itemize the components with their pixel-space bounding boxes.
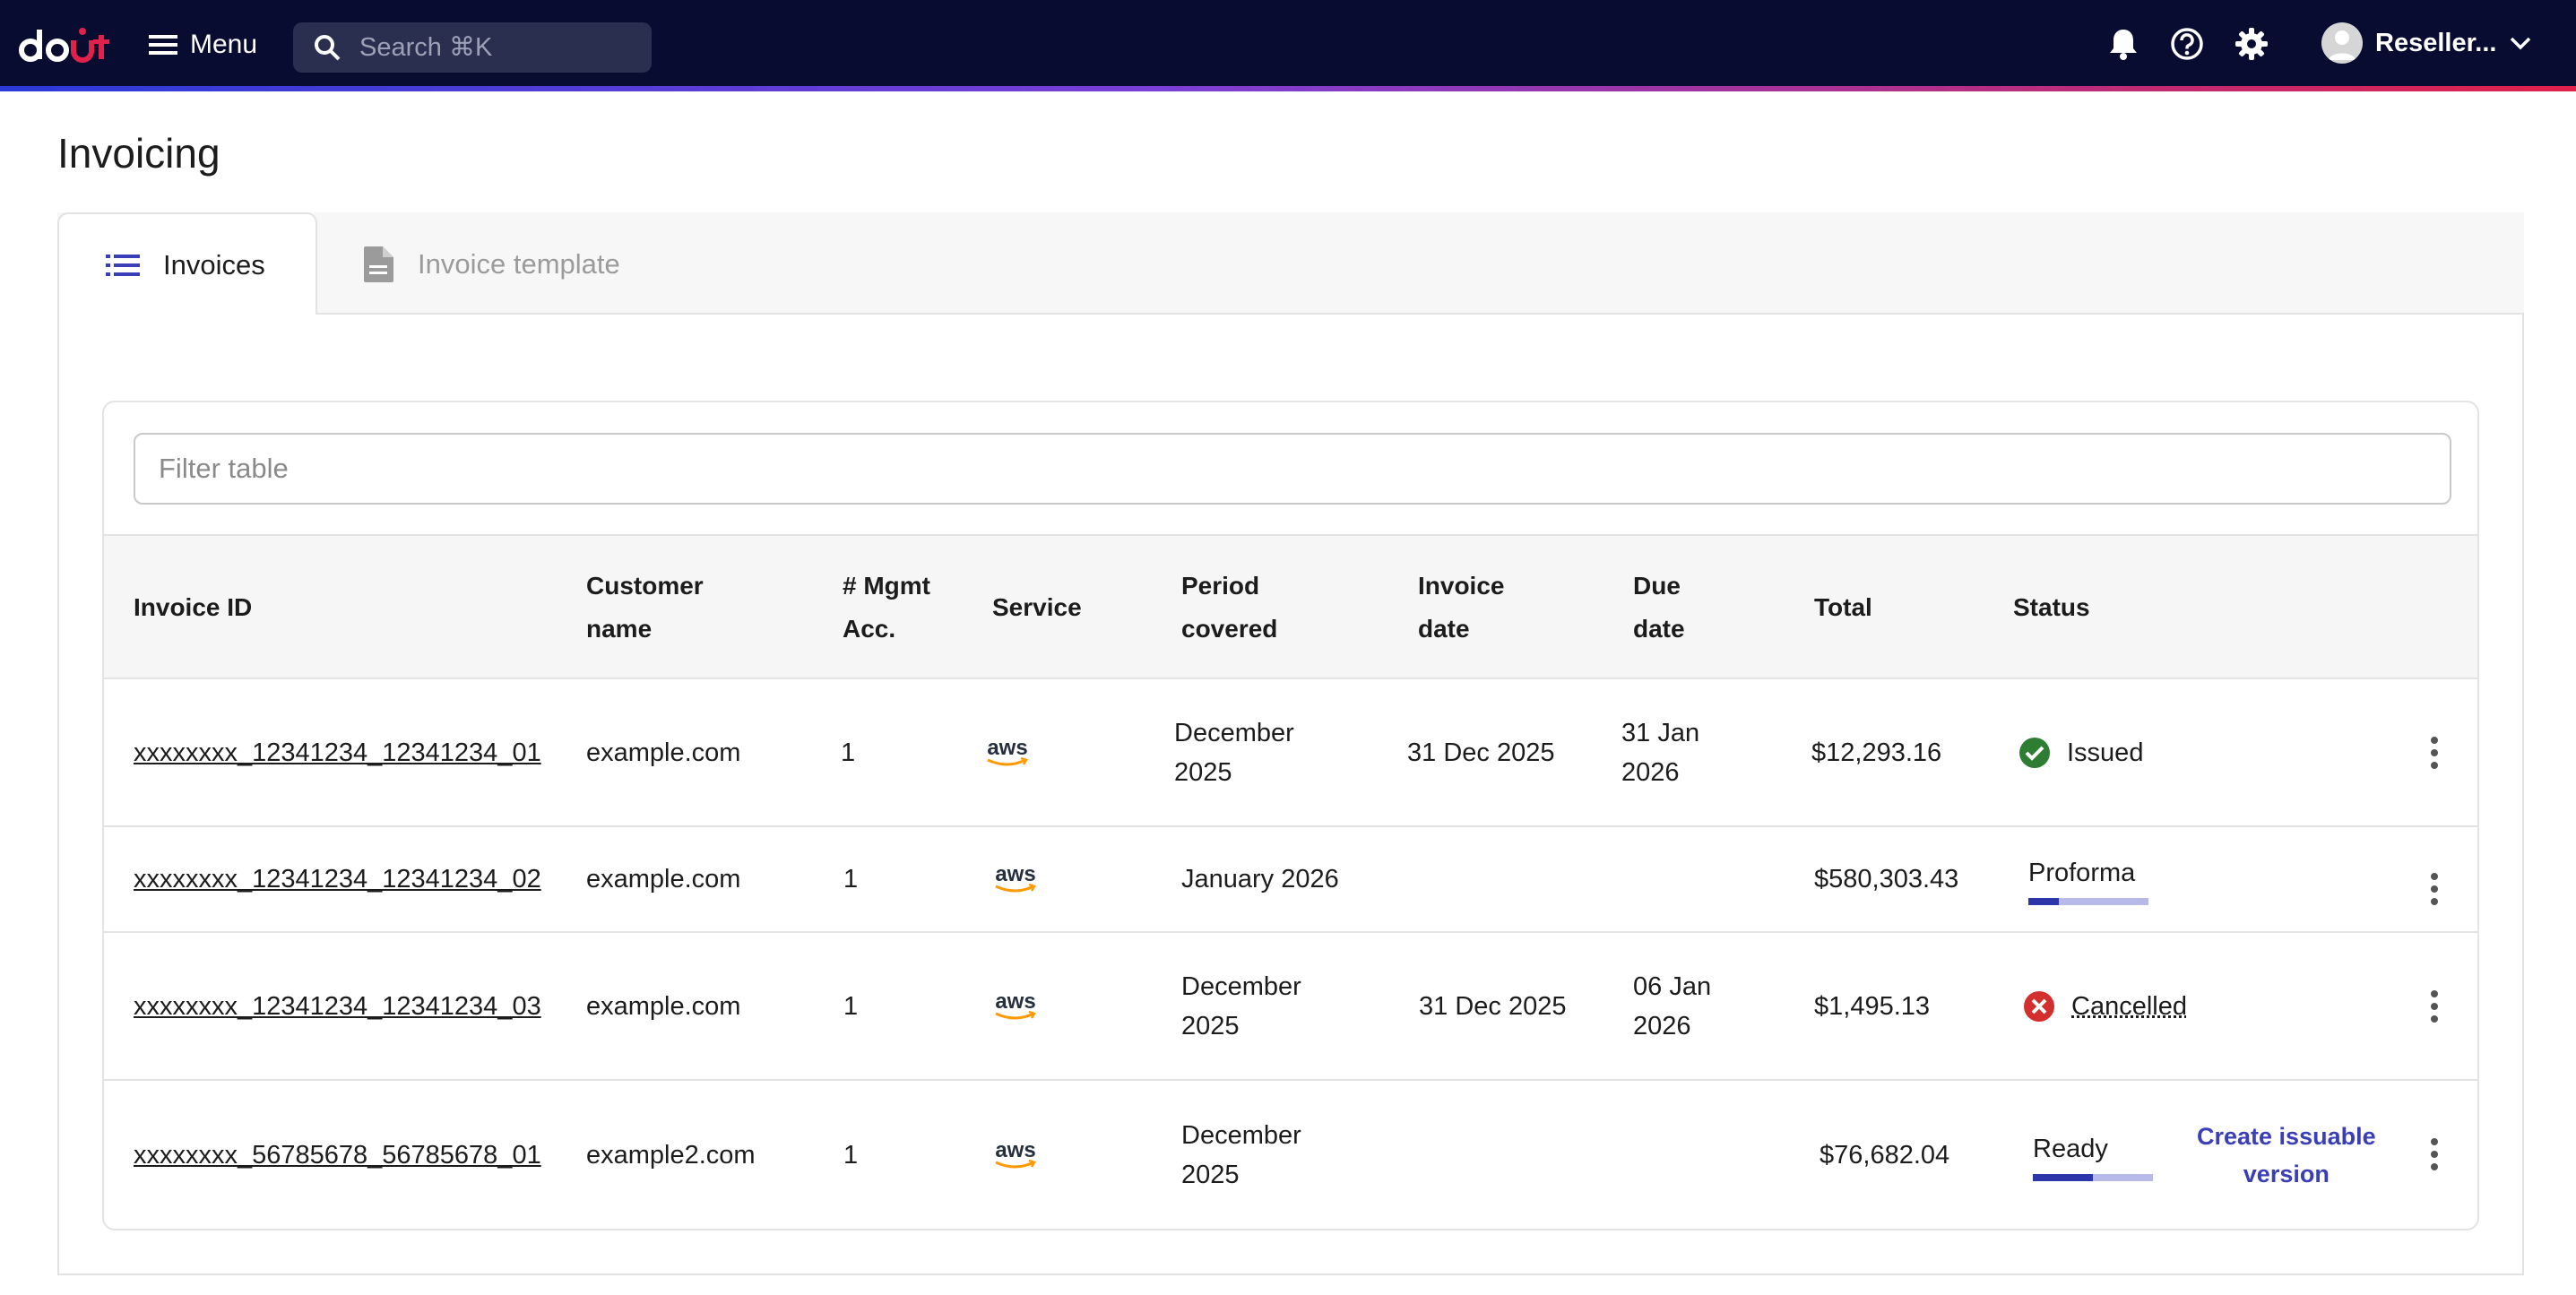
- bell-icon: [2110, 30, 2137, 60]
- status-badge[interactable]: Cancelled: [2023, 933, 2187, 1079]
- invoice-date: 31 Dec 2025: [1419, 991, 1567, 1021]
- aws-logo: aws: [985, 679, 1030, 825]
- customer-name: example2.com: [586, 1140, 756, 1170]
- create-issuable-version-button[interactable]: Create issuable version: [2197, 1122, 2376, 1187]
- search-icon: [315, 35, 341, 61]
- period-covered: January 2026: [1181, 865, 1339, 894]
- invoice-id-link[interactable]: xxxxxxxx_12341234_12341234_01: [134, 738, 541, 767]
- list-icon: [106, 255, 140, 276]
- status-progress-bar: [2033, 1173, 2153, 1181]
- row-more-options-button[interactable]: [2416, 1127, 2452, 1181]
- top-nav-bar: Menu: [0, 0, 2576, 86]
- invoice-id-link[interactable]: xxxxxxxx_12341234_12341234_03: [134, 991, 541, 1021]
- column-header-customer-name[interactable]: Customer name: [586, 572, 704, 643]
- column-header-total[interactable]: Total: [1814, 593, 1872, 621]
- page-title: Invoicing: [57, 130, 220, 177]
- status-progress-fill: [2033, 1173, 2093, 1181]
- tab-invoices[interactable]: Invoices: [57, 212, 317, 316]
- invoice-id-link[interactable]: xxxxxxxx_56785678_56785678_01: [134, 1140, 541, 1170]
- due-date: 06 Jan 2026: [1633, 971, 1712, 1040]
- invoice-id-link[interactable]: xxxxxxxx_12341234_12341234_02: [134, 865, 541, 894]
- invoice-total: $1,495.13: [1814, 991, 1931, 1021]
- top-nav-accent: [0, 86, 2576, 91]
- hamburger-icon: [149, 35, 177, 55]
- column-header-period-covered[interactable]: Period covered: [1181, 572, 1278, 643]
- column-header-mgmt-accounts[interactable]: # Mgmt Acc.: [843, 572, 930, 643]
- invoice-total: $76,682.04: [1820, 1140, 1950, 1170]
- gear-icon: [2235, 28, 2268, 60]
- status-badge: Proforma: [2028, 827, 2148, 931]
- cancel-circle-icon: [2024, 990, 2054, 1022]
- help-button[interactable]: [2166, 23, 2208, 65]
- status-badge: Ready: [2033, 1081, 2153, 1229]
- period-covered: December 2025: [1174, 718, 1294, 787]
- aws-icon: aws: [993, 1139, 1038, 1169]
- aws-icon: aws: [993, 864, 1038, 893]
- aws-logo: aws: [993, 827, 1038, 931]
- menu-label: Menu: [190, 30, 258, 59]
- aws-icon: aws: [993, 990, 1038, 1020]
- help-icon: [2171, 28, 2203, 60]
- invoice-total: $580,303.43: [1814, 865, 1959, 894]
- table-row: xxxxxxxx_56785678_56785678_01 example2.c…: [104, 1081, 2477, 1229]
- user-menu[interactable]: Reseller...: [2321, 18, 2532, 68]
- tab-invoice-template[interactable]: Invoice template: [362, 212, 620, 316]
- column-header-service[interactable]: Service: [992, 593, 1082, 621]
- tab-invoices-label: Invoices: [163, 249, 265, 281]
- column-header-due-date[interactable]: Due date: [1633, 572, 1685, 643]
- tab-invoice-template-label: Invoice template: [418, 248, 620, 280]
- person-icon: [2329, 30, 2356, 60]
- check-circle-icon: [2019, 737, 2050, 768]
- search-input[interactable]: [359, 32, 646, 63]
- notifications-button[interactable]: [2103, 23, 2144, 65]
- invoice-total: $12,293.16: [1811, 738, 1942, 767]
- doit-logo-icon: [19, 28, 109, 63]
- global-search[interactable]: [293, 22, 652, 73]
- document-icon: [364, 246, 393, 282]
- status-progress-bar: [2028, 898, 2148, 905]
- row-more-options-button[interactable]: [2416, 980, 2452, 1033]
- period-covered: December 2025: [1181, 1120, 1301, 1189]
- column-header-status[interactable]: Status: [2013, 593, 2090, 621]
- column-header-invoice-id[interactable]: Invoice ID: [134, 593, 253, 621]
- status-progress-fill: [2028, 898, 2059, 905]
- user-label: Reseller...: [2375, 28, 2497, 57]
- table-row: xxxxxxxx_12341234_12341234_02 example.co…: [104, 827, 2477, 933]
- mgmt-accounts-count: 1: [843, 1140, 859, 1170]
- doit-logo[interactable]: [18, 20, 127, 70]
- column-header-invoice-date[interactable]: Invoice date: [1418, 572, 1505, 643]
- customer-name: example.com: [586, 865, 741, 894]
- avatar: [2321, 22, 2363, 64]
- chevron-down-icon: [2511, 37, 2531, 50]
- due-date: 31 Jan 2026: [1621, 718, 1700, 787]
- customer-name: example.com: [586, 991, 741, 1021]
- invoice-date: 31 Dec 2025: [1407, 738, 1555, 767]
- filter-table-input[interactable]: [134, 433, 2451, 505]
- mgmt-accounts-count: 1: [843, 991, 859, 1021]
- tabs-bar: [57, 212, 2524, 315]
- aws-logo: aws: [993, 933, 1038, 1079]
- mgmt-accounts-count: 1: [841, 738, 856, 767]
- table-row: xxxxxxxx_12341234_12341234_03 example.co…: [104, 933, 2477, 1081]
- row-more-options-button[interactable]: [2416, 862, 2452, 916]
- customer-name: example.com: [586, 738, 741, 767]
- period-covered: December 2025: [1181, 971, 1301, 1040]
- settings-button[interactable]: [2231, 23, 2272, 65]
- aws-logo: aws: [993, 1081, 1038, 1229]
- menu-button[interactable]: Menu: [149, 20, 257, 70]
- row-more-options-button[interactable]: [2416, 726, 2452, 780]
- mgmt-accounts-count: 1: [843, 865, 859, 894]
- aws-icon: aws: [985, 737, 1030, 766]
- status-badge: Issued: [2018, 679, 2143, 825]
- table-header: Invoice ID Customer name # Mgmt Acc. Servi…: [104, 534, 2477, 679]
- table-row: xxxxxxxx_12341234_12341234_01 example.co…: [104, 679, 2477, 827]
